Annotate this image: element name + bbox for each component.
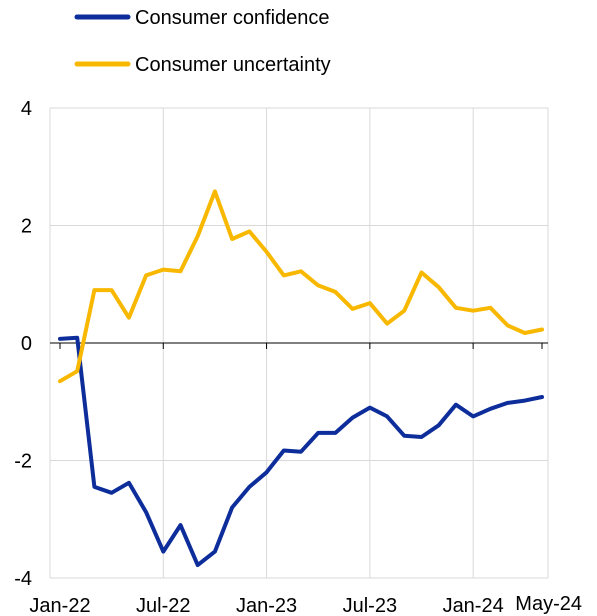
legend-label-consumer-confidence: Consumer confidence [135, 7, 330, 29]
x-tick-label: Jan-22 [29, 595, 90, 616]
legend-label-consumer-uncertainty: Consumer uncertainty [135, 54, 331, 76]
legend: Consumer confidence Consumer uncertainty [74, 7, 331, 76]
y-tick-label: 4 [21, 98, 32, 120]
series-line-consumer-confidence [58, 335, 544, 568]
series-lines [58, 189, 544, 568]
y-tick-label: -4 [14, 568, 32, 590]
x-tick-label: Jul-22 [136, 595, 190, 616]
x-tick-label: Jan-24 [443, 595, 504, 616]
x-tick-label: May-24 [515, 593, 582, 615]
axes [49, 108, 548, 578]
x-tick-label: Jan-23 [236, 595, 297, 616]
y-tick-label: 2 [21, 216, 32, 238]
y-tick-label: 0 [21, 333, 32, 355]
x-tick-labels: Jan-22 Jul-22 Jan-23 Jul-23 Jan-24 May-24 [29, 593, 582, 616]
y-tick-labels: -4 -2 0 2 4 [14, 98, 32, 590]
y-tick-label: -2 [14, 451, 32, 473]
x-tick-label: Jul-23 [343, 595, 397, 616]
series-line-consumer-uncertainty [58, 189, 544, 384]
